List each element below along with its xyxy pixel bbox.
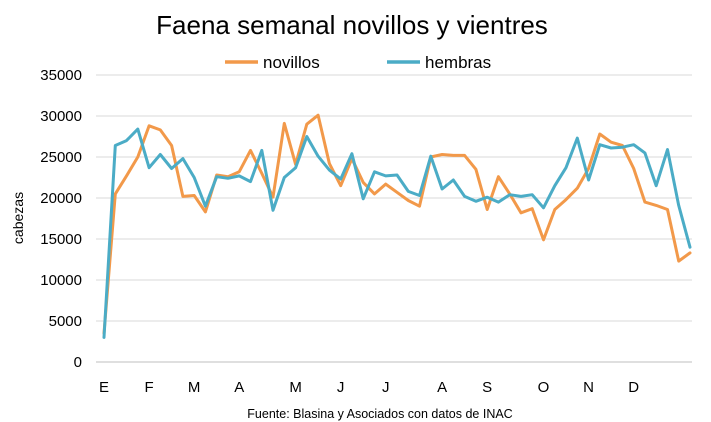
- x-tick-label: D: [628, 379, 639, 396]
- x-tick-label: S: [482, 379, 492, 396]
- gridlines: [96, 74, 692, 363]
- legend-label-novillos: novillos: [263, 53, 320, 72]
- legend-label-hembras: hembras: [425, 53, 491, 72]
- y-axis-ticks: 0 5000 10000 15000 20000 25000 30000 35000: [40, 67, 82, 371]
- x-tick-label: A: [437, 379, 447, 396]
- x-tick-label: M: [289, 379, 302, 396]
- chart-title: Faena semanal novillos y vientres: [156, 10, 548, 40]
- y-tick-label: 15000: [40, 231, 82, 248]
- x-tick-label: E: [99, 379, 109, 396]
- y-tick-label: 35000: [40, 67, 82, 84]
- series-lines: [102, 113, 692, 339]
- y-axis-label: cabezas: [10, 192, 26, 244]
- x-tick-label: O: [538, 379, 550, 396]
- legend: novillos hembras: [225, 53, 491, 72]
- y-tick-label: 20000: [40, 190, 82, 207]
- y-tick-label: 5000: [49, 313, 82, 330]
- y-tick-label: 25000: [40, 149, 82, 166]
- source-note: Fuente: Blasina y Asociados con datos de…: [247, 407, 512, 421]
- x-tick-label: A: [234, 379, 244, 396]
- x-tick-label: F: [144, 379, 153, 396]
- x-tick-label: M: [188, 379, 201, 396]
- y-tick-label: 10000: [40, 272, 82, 289]
- y-tick-label: 30000: [40, 108, 82, 125]
- x-tick-label: J: [382, 379, 390, 396]
- y-tick-label: 0: [74, 354, 82, 371]
- x-tick-label: J: [337, 379, 345, 396]
- series-line-hembras: [102, 127, 692, 339]
- series-line-novillos: [102, 113, 692, 335]
- x-tick-label: N: [583, 379, 594, 396]
